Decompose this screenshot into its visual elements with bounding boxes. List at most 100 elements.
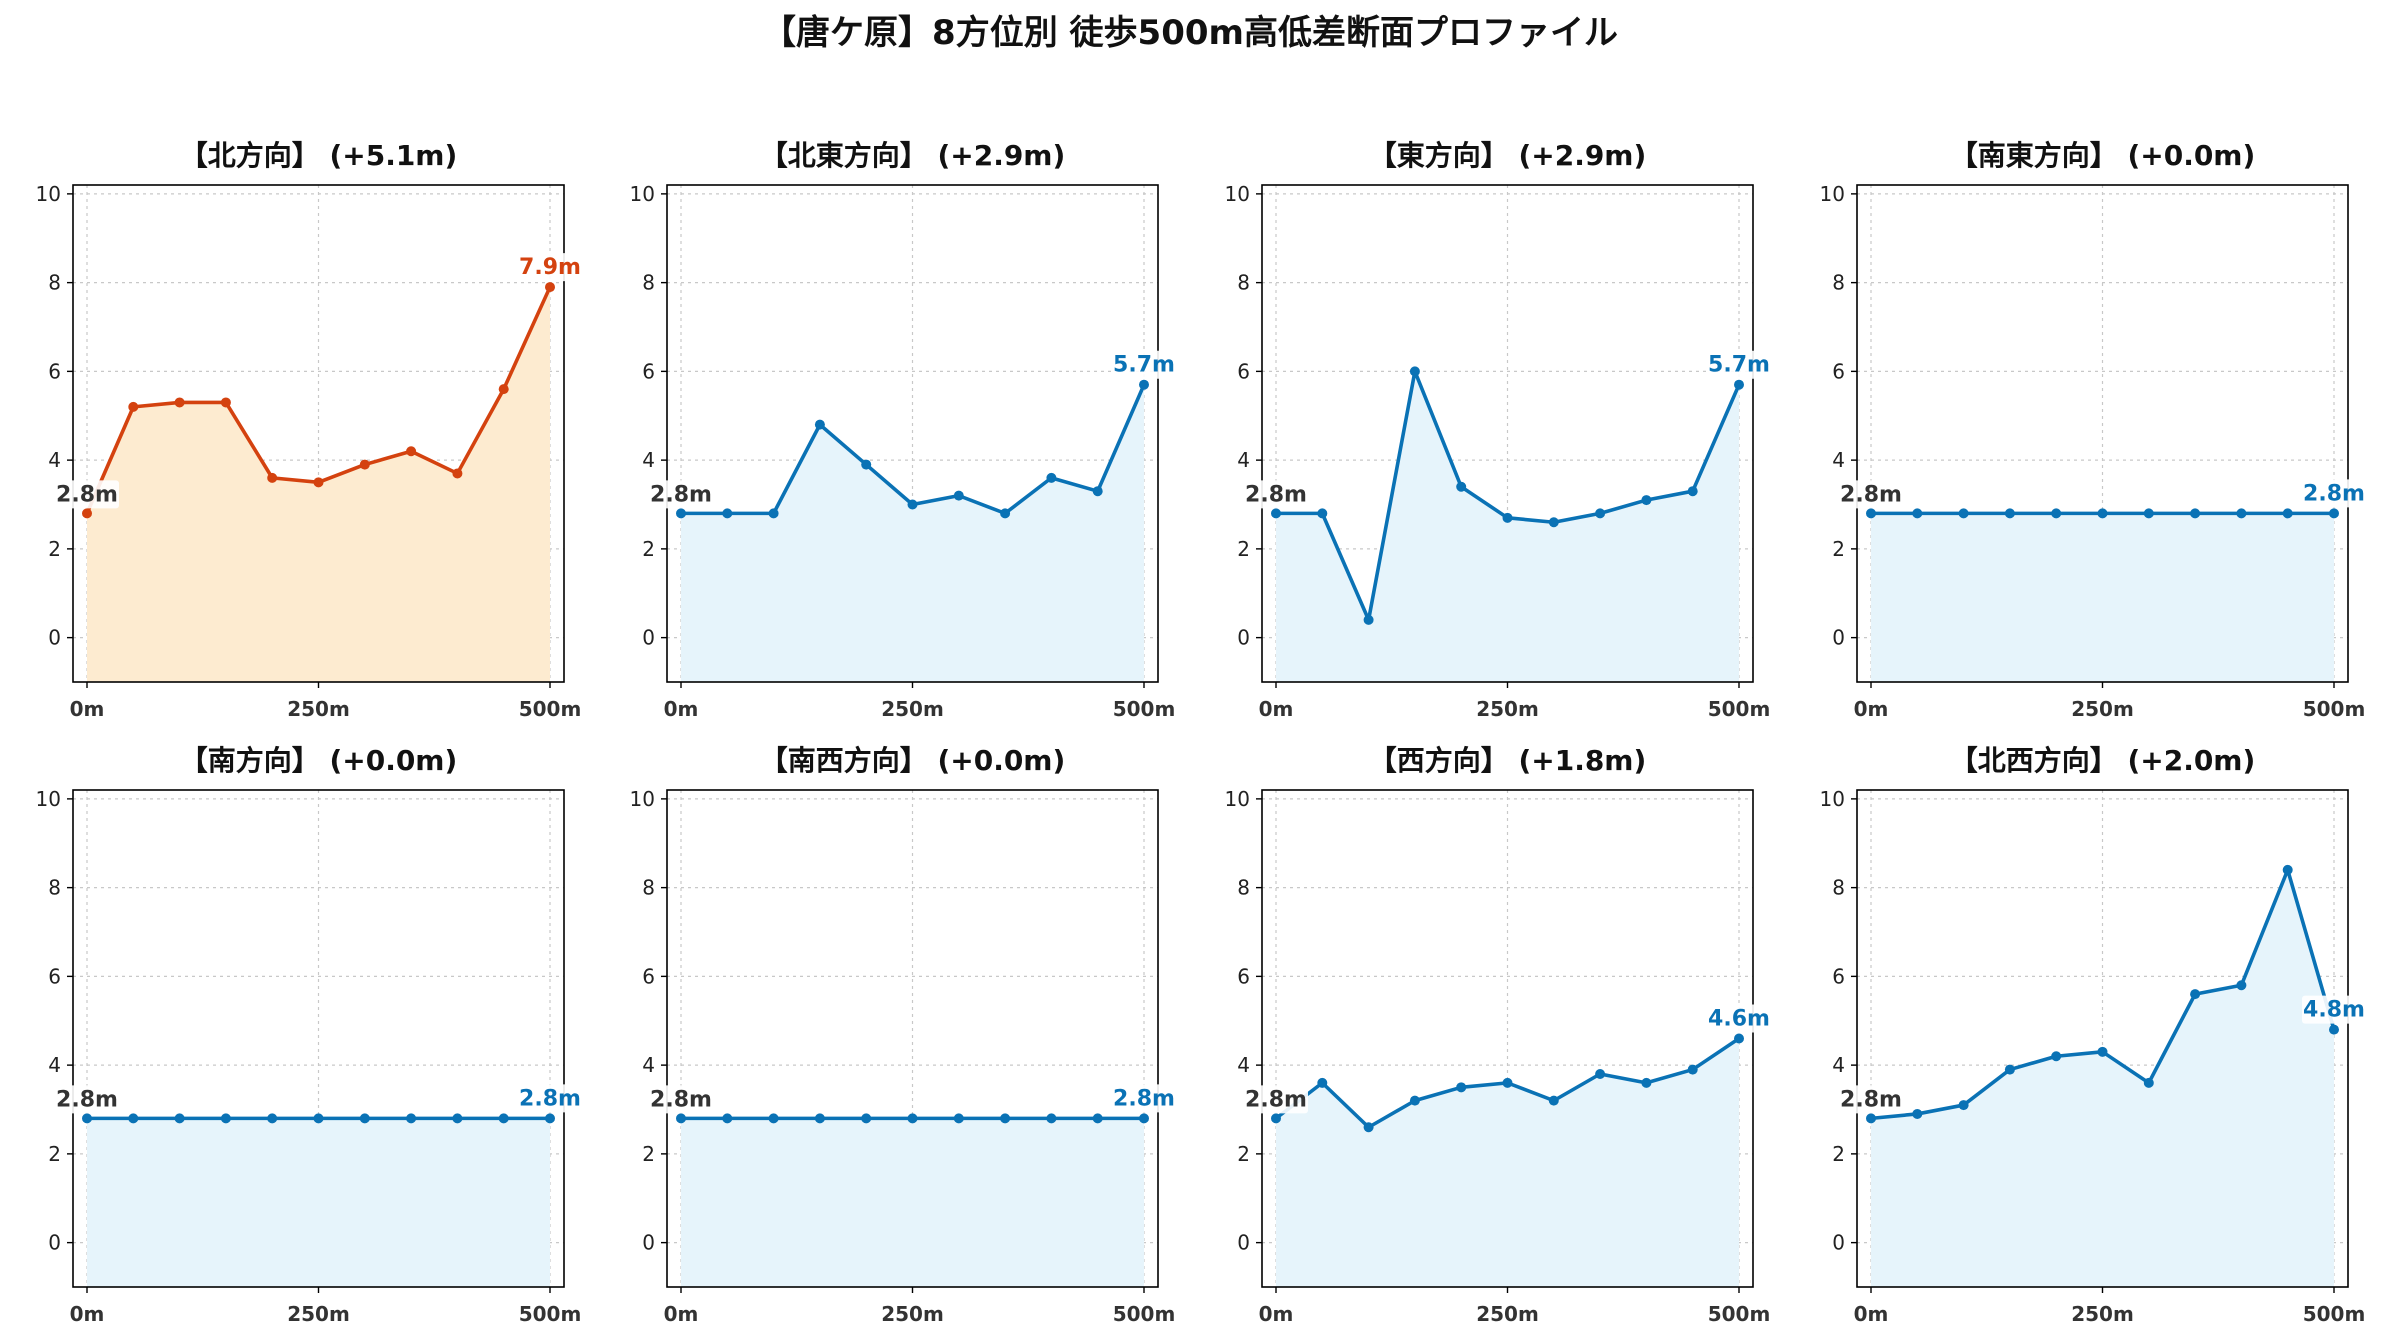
data-point [907, 499, 918, 510]
y-tick-label: 4 [1237, 448, 1250, 472]
panel-title: 【東方向】 (+2.9m) [1369, 139, 1647, 172]
data-point [1734, 379, 1744, 390]
y-tick-label: 4 [1832, 1053, 1845, 1077]
x-tick-label: 0m [1259, 1302, 1294, 1326]
data-point [82, 1113, 92, 1124]
x-tick-label: 500m [519, 697, 582, 721]
y-tick-label: 8 [48, 876, 61, 900]
data-point [2282, 508, 2293, 519]
data-point [359, 1113, 370, 1124]
end-value-label: 5.7m [1113, 353, 1175, 378]
x-tick-label: 250m [881, 1302, 944, 1326]
data-point [1139, 379, 1149, 390]
y-tick-label: 8 [1832, 876, 1845, 900]
start-label-bg [1244, 1085, 1308, 1114]
y-tick-label: 0 [1832, 626, 1845, 650]
data-point [722, 508, 733, 519]
x-tick-label: 250m [1476, 1302, 1539, 1326]
y-tick-label: 0 [1237, 626, 1250, 650]
start-label-bg [1839, 1085, 1903, 1114]
data-point [498, 1113, 509, 1124]
end-label-bg [1707, 1004, 1771, 1033]
y-tick-label: 6 [48, 964, 61, 988]
y-tick-label: 0 [642, 626, 655, 650]
y-tick-label: 6 [1237, 359, 1250, 383]
data-point [2051, 508, 2062, 519]
data-point [267, 472, 278, 483]
start-value-label: 2.8m [1840, 482, 1902, 507]
elevation-area [1276, 371, 1739, 682]
data-point [1548, 1095, 1559, 1106]
data-point [1687, 486, 1698, 497]
data-point [2143, 508, 2154, 519]
y-tick-label: 10 [1820, 787, 1845, 811]
x-tick-label: 0m [1854, 1302, 1889, 1326]
data-point [174, 1113, 185, 1124]
data-point [907, 1113, 918, 1124]
start-value-label: 2.8m [1840, 1087, 1902, 1112]
y-tick-label: 0 [48, 1231, 61, 1255]
data-point [1548, 517, 1559, 528]
chart-panel-3: 【東方向】 (+2.9m) 0 2 4 6 8 10 0m 250m 500m 2.8m 5.7m [1225, 139, 1771, 721]
data-point [267, 1113, 278, 1124]
x-tick-label: 250m [287, 1302, 350, 1326]
chart-panel-1: 【北方向】 (+5.1m) 0 2 4 6 8 10 0m 250m 500m 2.8m 7.9m [36, 139, 582, 721]
start-label-bg [1839, 480, 1903, 509]
y-tick-label: 6 [1832, 964, 1845, 988]
data-point [452, 468, 463, 479]
data-point [452, 1113, 463, 1124]
data-point [498, 384, 509, 395]
y-tick-label: 0 [1237, 1231, 1250, 1255]
data-point [1046, 1113, 1057, 1124]
y-tick-label: 4 [48, 448, 61, 472]
start-value-label: 2.8m [56, 482, 118, 507]
y-tick-label: 2 [1832, 537, 1845, 561]
data-point [82, 508, 92, 519]
data-point [406, 1113, 417, 1124]
data-point [2236, 980, 2247, 991]
data-point [545, 282, 555, 293]
x-tick-label: 500m [2303, 1302, 2366, 1326]
x-tick-label: 0m [1854, 697, 1889, 721]
x-tick-label: 250m [2071, 697, 2134, 721]
data-point [2236, 508, 2247, 519]
data-point [1641, 1077, 1652, 1088]
data-point [2004, 508, 2015, 519]
data-point [2329, 1024, 2339, 1035]
x-tick-label: 500m [1708, 697, 1771, 721]
y-tick-label: 2 [1237, 537, 1250, 561]
y-tick-label: 4 [642, 448, 655, 472]
data-point [1595, 1069, 1606, 1079]
y-tick-label: 6 [642, 964, 655, 988]
y-tick-label: 6 [1237, 964, 1250, 988]
data-point [313, 477, 324, 488]
data-point [1000, 508, 1011, 519]
start-value-label: 2.8m [56, 1087, 118, 1112]
start-value-label: 2.8m [1245, 482, 1307, 507]
end-label-bg [1707, 350, 1771, 379]
data-point [1958, 508, 1969, 519]
y-tick-label: 4 [642, 1053, 655, 1077]
data-point [359, 459, 370, 470]
data-point [2143, 1077, 2154, 1088]
plot-area [1869, 511, 2336, 682]
y-tick-label: 0 [48, 626, 61, 650]
data-point [861, 1113, 872, 1124]
data-point [1502, 1077, 1513, 1088]
elevation-area [87, 1118, 550, 1287]
end-value-label: 5.7m [1708, 353, 1770, 378]
plot-area [679, 1116, 1146, 1287]
data-point [174, 397, 185, 408]
y-tick-label: 2 [642, 1142, 655, 1166]
y-tick-label: 8 [1237, 271, 1250, 295]
plot-area [679, 382, 1146, 682]
y-tick-label: 10 [36, 787, 61, 811]
end-label-bg [2302, 995, 2366, 1024]
panel-title: 【南方向】 (+0.0m) [180, 744, 458, 777]
y-tick-label: 10 [630, 787, 655, 811]
x-tick-label: 250m [881, 697, 944, 721]
y-tick-label: 4 [1237, 1053, 1250, 1077]
x-tick-label: 500m [519, 1302, 582, 1326]
y-tick-label: 2 [1832, 1142, 1845, 1166]
